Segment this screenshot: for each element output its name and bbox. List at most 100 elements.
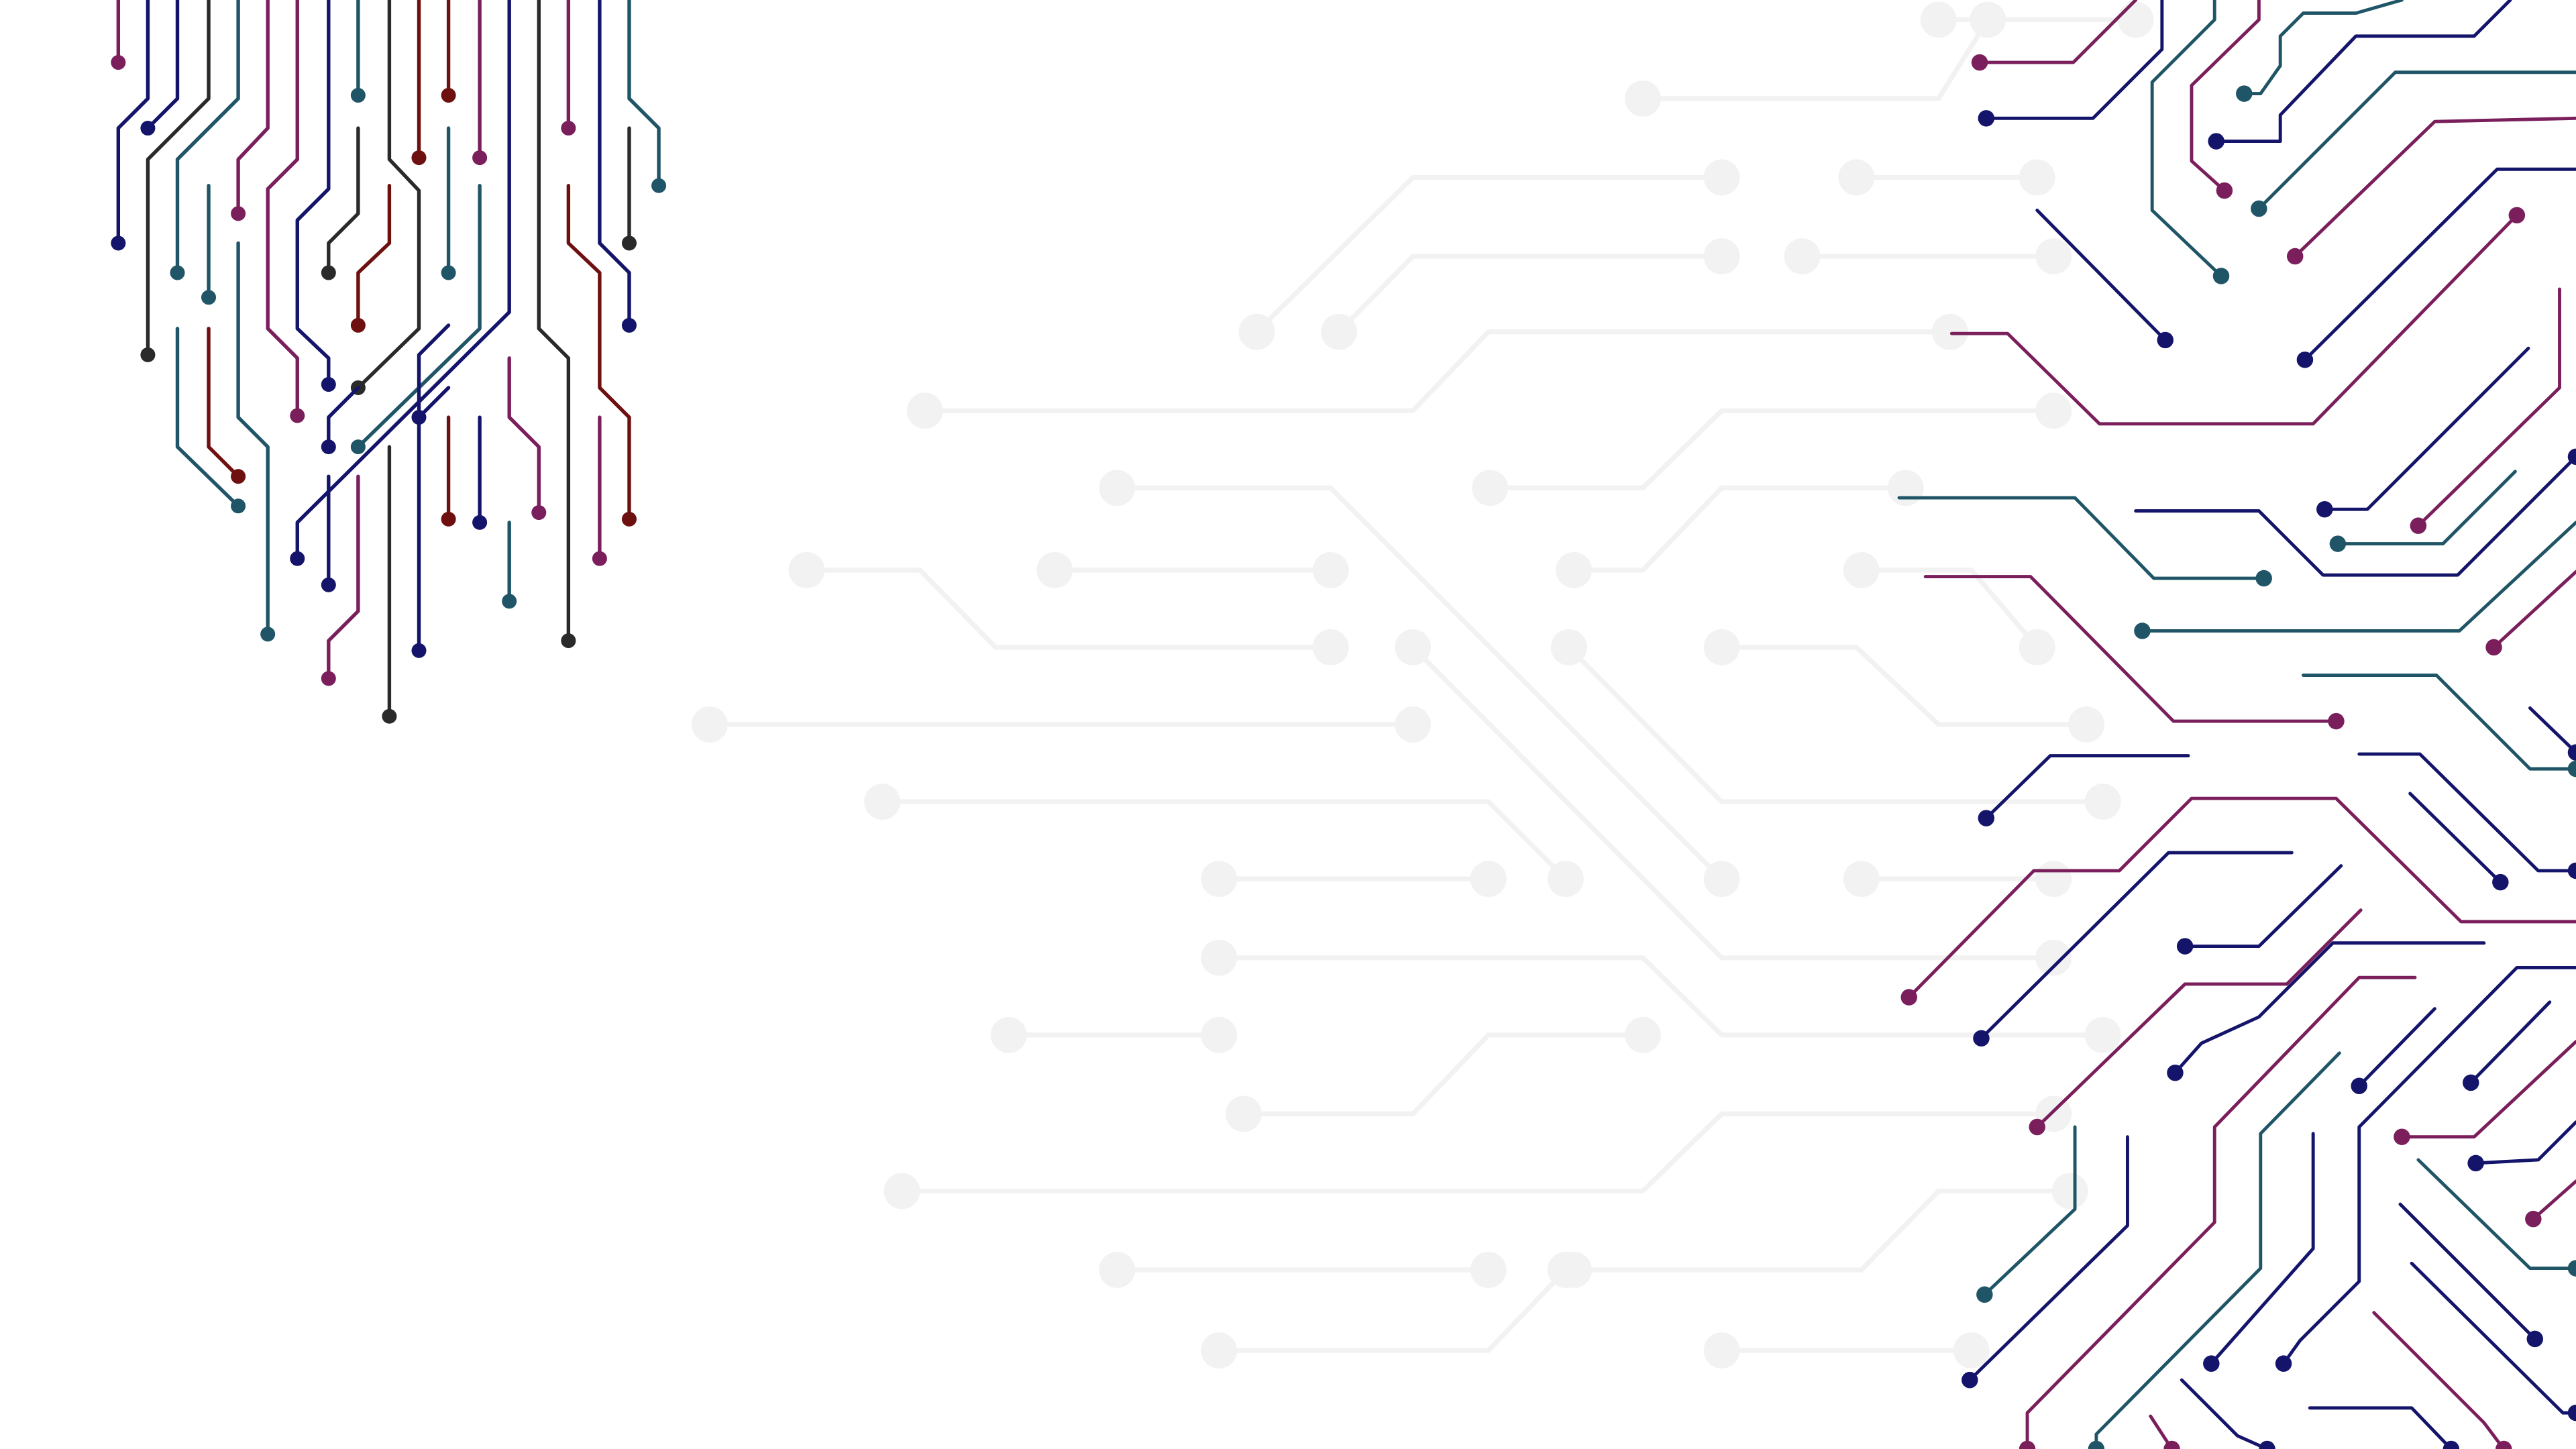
left-0-pad: [111, 55, 126, 70]
right-4-pad: [2236, 85, 2253, 102]
faint-26-pad: [1625, 80, 1661, 117]
faint-24-pad: [1201, 1332, 1238, 1368]
right-19-pad: [2567, 760, 2576, 777]
faint-trace-layer: [692, 1, 2154, 1368]
left-36-pad: [531, 505, 547, 521]
left-2-pad: [140, 121, 156, 136]
right-41-pad: [1962, 1371, 1978, 1389]
right-43-pad: [2496, 1440, 2512, 1449]
faint-20-trace: [1241, 1032, 1646, 1117]
left-12-trace: [356, 0, 421, 390]
left-9-pad: [321, 265, 336, 280]
faint-12-pad: [1395, 629, 1432, 665]
left-10-pad: [350, 317, 366, 333]
faint-17-pad: [2035, 861, 2072, 898]
left-10-trace: [356, 184, 392, 327]
faint-5-pad: [1099, 470, 1136, 506]
faint-10-trace: [1859, 568, 2040, 650]
faint-4-trace: [922, 329, 1953, 413]
left-38-pad: [321, 439, 336, 455]
faint-9-pad: [1887, 470, 1924, 506]
left-21-pad: [621, 317, 637, 333]
faint-21-pad: [883, 1173, 920, 1210]
right-37-trace: [2531, 1179, 2576, 1221]
faint-18-trace: [1216, 955, 2106, 1038]
left-4-trace: [175, 0, 240, 275]
right-40-trace: [1982, 1125, 2077, 1297]
faint-15-pad: [864, 784, 901, 820]
right-44-pad: [2443, 1440, 2460, 1449]
faint-20-pad: [1225, 1095, 1262, 1132]
right-40-pad: [1976, 1286, 1993, 1303]
faint-5-trace: [1114, 485, 1725, 881]
right-35-pad: [2467, 1155, 2484, 1172]
faint-2-pad: [2035, 238, 2072, 274]
left-18-trace: [537, 0, 571, 643]
faint-0-pad: [1238, 313, 1275, 350]
left-7-pad: [321, 377, 336, 392]
faint-0-trace: [1254, 174, 1725, 335]
right-28-trace: [2174, 941, 2486, 1075]
right-29-trace: [2025, 975, 2417, 1449]
faint-10-pad: [2019, 629, 2055, 665]
left-27-trace: [236, 241, 270, 636]
right-23-pad: [2492, 873, 2509, 891]
faint-14-trace: [1719, 645, 2089, 727]
left-28-trace: [417, 323, 451, 653]
faint-24-pad: [1547, 1252, 1584, 1288]
left-35-pad: [502, 594, 517, 609]
left-5-trace: [236, 0, 270, 216]
left-14-pad: [441, 265, 456, 280]
faint-2-pad: [1784, 238, 1821, 274]
right-2-trace: [2150, 0, 2223, 278]
right-38-pad: [2526, 1330, 2544, 1348]
right-7-pad: [2286, 248, 2304, 265]
right-45-pad: [2259, 1440, 2275, 1449]
right-0-trace: [1978, 0, 2138, 64]
right-9-trace: [2035, 209, 2167, 342]
left-6-pad: [290, 408, 305, 423]
right-32-pad: [2088, 1440, 2105, 1449]
right-24-pad: [1900, 989, 1917, 1006]
right-17-trace: [2492, 570, 2576, 649]
right-0-pad: [1971, 54, 1988, 71]
right-1-trace: [1984, 0, 2164, 120]
right-21-pad: [1978, 810, 1995, 826]
faint-24-trace: [1216, 1267, 1568, 1353]
right-41-trace: [1968, 1135, 2129, 1382]
faint-12-trace: [1410, 645, 2056, 961]
right-45-trace: [2180, 1378, 2269, 1449]
right-30-trace: [2282, 966, 2576, 1366]
left-20-pad: [621, 511, 637, 527]
faint-19-pad: [990, 1016, 1027, 1053]
left-22-pad: [621, 235, 637, 251]
left-36-trace: [507, 356, 541, 515]
right-31-pad: [2351, 1077, 2367, 1095]
faint-16-pad: [1201, 861, 1238, 898]
faint-13-trace: [1566, 645, 2106, 804]
right-15-pad: [2329, 535, 2347, 552]
left-15-pad: [472, 150, 488, 166]
left-1-trace: [116, 0, 150, 246]
right-36-trace: [2416, 1158, 2576, 1271]
right-18-trace: [1923, 575, 2338, 723]
right-26-trace: [2183, 864, 2343, 949]
right-43-trace: [2372, 1311, 2506, 1449]
faint-3-pad: [2019, 159, 2055, 196]
left-16-pad: [350, 439, 366, 455]
faint-7-pad: [1312, 629, 1349, 665]
right-10-pad: [2508, 207, 2526, 224]
left-25-pad: [231, 469, 246, 484]
left-25-trace: [207, 327, 240, 478]
right-21-trace: [1984, 754, 2190, 820]
left-3-pad: [140, 347, 156, 362]
right-1-pad: [1978, 110, 1995, 127]
faint-14-pad: [2068, 706, 2105, 743]
left-11-pad: [411, 150, 427, 166]
left-2-trace: [146, 0, 180, 130]
faint-6-pad: [2035, 392, 2072, 429]
right-17-pad: [2485, 639, 2502, 656]
left-20-trace: [566, 184, 631, 521]
right-28-pad: [2167, 1064, 2184, 1081]
left-19-pad: [561, 121, 576, 136]
